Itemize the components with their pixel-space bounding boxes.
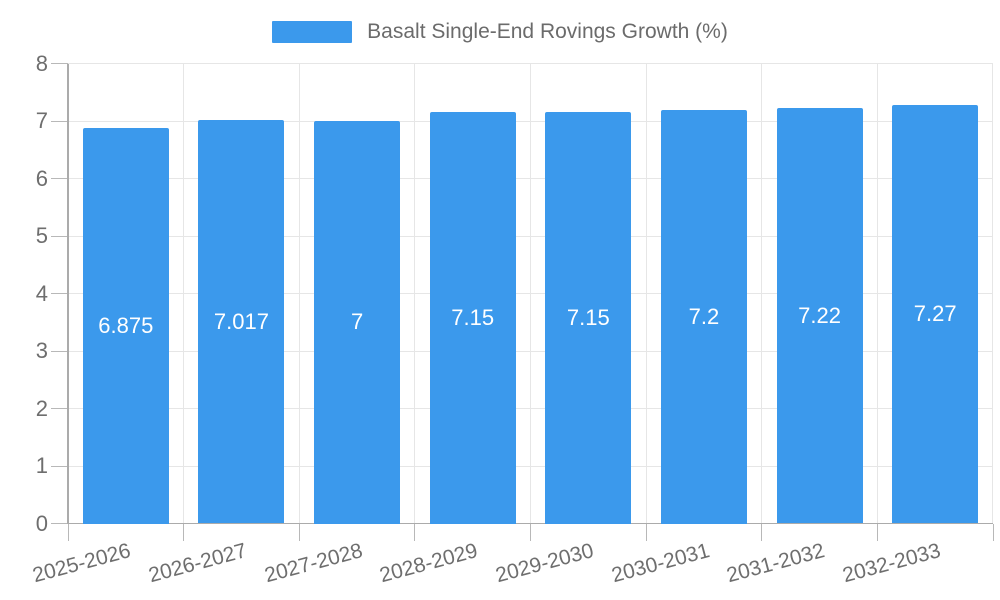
legend-swatch bbox=[272, 21, 353, 43]
bar bbox=[198, 120, 285, 524]
y-axis-label: 1 bbox=[35, 453, 48, 478]
y-axis-label: 6 bbox=[35, 165, 48, 191]
y-axis-line bbox=[67, 63, 69, 524]
bar bbox=[776, 108, 863, 524]
x-axis-tick bbox=[183, 523, 185, 541]
x-axis-tick bbox=[992, 523, 994, 541]
y-axis-label: 7 bbox=[35, 108, 48, 133]
x-axis-category-label: 2031-2032 bbox=[724, 539, 828, 588]
bar bbox=[660, 109, 747, 524]
plot-right-border bbox=[992, 63, 993, 524]
x-axis-category-label: 2025-2026 bbox=[30, 539, 134, 588]
bar-value-label: 7.15 bbox=[451, 304, 495, 330]
y-axis-tick bbox=[51, 465, 68, 467]
bar bbox=[314, 121, 401, 524]
gridline-vertical bbox=[414, 63, 416, 524]
bar-value-label: 7.27 bbox=[913, 301, 957, 327]
y-axis-tick bbox=[51, 120, 68, 122]
x-axis-category-label: 2028-2029 bbox=[377, 539, 481, 588]
x-axis-tick bbox=[761, 523, 763, 541]
y-axis-tick bbox=[51, 408, 68, 409]
bar-value-label: 7.2 bbox=[688, 303, 720, 329]
x-axis-category-label: 2027-2028 bbox=[261, 539, 365, 588]
bar-value-label: 7 bbox=[350, 309, 364, 335]
y-axis-label: 0 bbox=[35, 510, 48, 536]
y-axis-tick bbox=[51, 235, 68, 237]
y-axis-label: 5 bbox=[35, 223, 48, 248]
y-axis-label: 8 bbox=[35, 50, 48, 76]
x-axis-tick bbox=[876, 523, 878, 541]
x-axis-tick bbox=[298, 523, 300, 541]
x-axis-category-label: 2032-2033 bbox=[839, 539, 943, 588]
bar bbox=[892, 105, 979, 524]
y-axis-tick bbox=[51, 293, 68, 294]
gridline-vertical bbox=[530, 63, 531, 524]
x-axis-category-label: 2030-2031 bbox=[608, 539, 712, 588]
x-axis-tick bbox=[645, 523, 647, 541]
y-axis-label: 4 bbox=[35, 280, 48, 306]
x-axis-tick bbox=[67, 523, 69, 541]
chart-legend: Basalt Single-End Rovings Growth (%) bbox=[0, 19, 1000, 45]
gridline-vertical bbox=[876, 63, 878, 524]
bar-value-label: 6.875 bbox=[98, 312, 154, 338]
bar-value-label: 7.15 bbox=[566, 304, 610, 330]
x-axis-category-label: 2029-2030 bbox=[493, 539, 597, 588]
bar-value-label: 7.22 bbox=[798, 302, 841, 328]
x-axis-category-label: 2026-2027 bbox=[146, 539, 250, 588]
gridline-vertical bbox=[298, 63, 300, 524]
bar-value-label: 7.017 bbox=[213, 308, 269, 334]
y-axis-tick bbox=[51, 350, 68, 352]
gridline-vertical bbox=[645, 63, 647, 524]
y-axis-tick bbox=[51, 178, 68, 179]
bar bbox=[429, 112, 516, 524]
x-axis-tick bbox=[530, 523, 531, 541]
x-axis-tick bbox=[414, 523, 416, 541]
bar bbox=[82, 128, 169, 524]
gridline-vertical bbox=[761, 63, 763, 524]
y-axis-label: 2 bbox=[35, 395, 48, 421]
y-axis-label: 3 bbox=[35, 338, 48, 363]
legend-label: Basalt Single-End Rovings Growth (%) bbox=[367, 20, 728, 43]
y-axis-tick bbox=[51, 523, 68, 524]
y-axis-tick bbox=[51, 63, 68, 64]
bar bbox=[545, 112, 632, 524]
gridline-vertical bbox=[183, 63, 185, 524]
